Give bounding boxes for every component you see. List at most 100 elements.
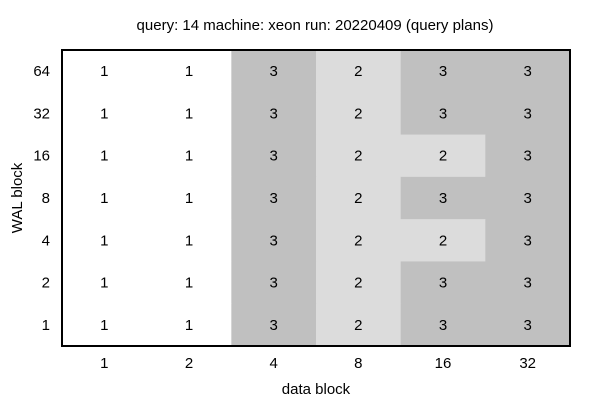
cell-value-label: 1 — [100, 63, 108, 80]
heatmap-cell — [231, 219, 317, 262]
heatmap-cell — [400, 261, 486, 305]
plot-frame — [61, 49, 571, 347]
cell-value-label: 3 — [523, 232, 531, 249]
heatmap-cell — [62, 134, 148, 178]
y-tick-label: 32 — [33, 105, 50, 122]
heatmap-cell — [62, 50, 148, 93]
heatmap-cell — [485, 219, 571, 262]
cell-value-label: 3 — [523, 105, 531, 122]
heatmap-cell — [146, 219, 232, 262]
cell-value-label: 3 — [439, 105, 447, 122]
y-tick-label: 16 — [33, 148, 50, 165]
heatmap-cell — [400, 303, 486, 347]
heatmap-cell — [485, 176, 571, 220]
cell-value-label: 3 — [269, 105, 277, 122]
y-tick-label: 1 — [42, 317, 50, 334]
heatmap-cell — [146, 176, 232, 220]
y-tick-label: 2 — [42, 275, 50, 292]
x-tick-label: 4 — [269, 355, 277, 372]
cell-value-label: 3 — [439, 275, 447, 292]
heatmap-cell — [62, 261, 148, 305]
cell-value-label: 3 — [523, 275, 531, 292]
cell-value-label: 1 — [185, 317, 193, 334]
heatmap-cell — [146, 261, 232, 305]
cell-value-label: 3 — [269, 232, 277, 249]
heatmap-cell-labels: 1 1 3 2 3 3 1 1 3 2 3 3 1 1 3 2 2 3 1 1 3 2 3 3 1 1 3 2 2 3 1 1 3 2 3 3 1 1 3 2… — [100, 63, 532, 334]
cell-value-label: 1 — [100, 317, 108, 334]
cell-value-label: 3 — [523, 317, 531, 334]
cell-value-label: 3 — [269, 190, 277, 207]
heatmap-cell — [485, 303, 571, 347]
heatmap-cell — [316, 261, 402, 305]
y-tick-label: 4 — [42, 232, 50, 249]
heatmap-cell — [485, 92, 571, 136]
heatmap-cell — [316, 50, 402, 93]
heatmap-cell — [62, 303, 148, 347]
heatmap-cell — [62, 176, 148, 220]
cell-value-label: 2 — [439, 148, 447, 165]
y-tick-label: 8 — [42, 190, 50, 207]
cell-value-label: 2 — [354, 232, 362, 249]
cell-value-label: 3 — [523, 63, 531, 80]
heatmap-cell — [316, 92, 402, 136]
y-axis-label: WAL block — [9, 162, 26, 233]
heatmap-cell — [400, 176, 486, 220]
heatmap-cell — [231, 303, 317, 347]
cell-value-label: 1 — [100, 148, 108, 165]
cell-value-label: 2 — [354, 275, 362, 292]
heatmap-cell — [231, 50, 317, 93]
chart-title: query: 14 machine: xeon run: 20220409 (q… — [137, 17, 494, 34]
cell-value-label: 3 — [439, 63, 447, 80]
cell-value-label: 1 — [100, 275, 108, 292]
heatmap-cell — [146, 134, 232, 178]
heatmap-cell — [400, 219, 486, 262]
heatmap-cell — [231, 92, 317, 136]
heatmap-cell — [400, 134, 486, 178]
cell-value-label: 2 — [354, 190, 362, 207]
heatmap-cell — [316, 176, 402, 220]
cell-value-label: 1 — [185, 190, 193, 207]
y-tick-label: 64 — [33, 63, 50, 80]
heatmap-cell — [485, 134, 571, 178]
cell-value-label: 3 — [269, 148, 277, 165]
cell-value-label: 3 — [269, 275, 277, 292]
heatmap-cells — [62, 50, 571, 347]
cell-value-label: 1 — [185, 105, 193, 122]
heatmap-cell — [316, 303, 402, 347]
cell-value-label: 3 — [523, 190, 531, 207]
cell-value-label: 1 — [185, 63, 193, 80]
heatmap-cell — [231, 176, 317, 220]
cell-value-label: 1 — [100, 105, 108, 122]
cell-value-label: 3 — [439, 317, 447, 334]
heatmap-cell — [231, 261, 317, 305]
heatmap-cell — [485, 50, 571, 93]
x-tick-label: 1 — [100, 355, 108, 372]
cell-value-label: 3 — [269, 63, 277, 80]
cell-value-label: 2 — [354, 148, 362, 165]
heatmap-cell — [400, 50, 486, 93]
cell-value-label: 1 — [100, 232, 108, 249]
heatmap-cell — [231, 134, 317, 178]
cell-value-label: 2 — [354, 105, 362, 122]
cell-value-label: 1 — [100, 190, 108, 207]
heatmap-cell — [146, 303, 232, 347]
x-tick-label: 16 — [435, 355, 452, 372]
cell-value-label: 2 — [439, 232, 447, 249]
heatmap-cell — [146, 50, 232, 93]
heatmap-cell — [316, 219, 402, 262]
cell-value-label: 3 — [269, 317, 277, 334]
y-axis-ticks: 64 32 16 8 4 2 1 — [33, 63, 50, 334]
heatmap-cell — [485, 261, 571, 305]
heatmap-cell — [400, 92, 486, 136]
cell-value-label: 1 — [185, 148, 193, 165]
cell-value-label: 3 — [439, 190, 447, 207]
cell-value-label: 2 — [354, 317, 362, 334]
x-tick-label: 32 — [519, 355, 536, 372]
cell-value-label: 3 — [523, 148, 531, 165]
heatmap-cell — [62, 92, 148, 136]
x-axis-ticks: 1 2 4 8 16 32 — [100, 355, 536, 372]
x-axis-label: data block — [282, 381, 351, 398]
x-tick-label: 8 — [354, 355, 362, 372]
cell-value-label: 1 — [185, 275, 193, 292]
